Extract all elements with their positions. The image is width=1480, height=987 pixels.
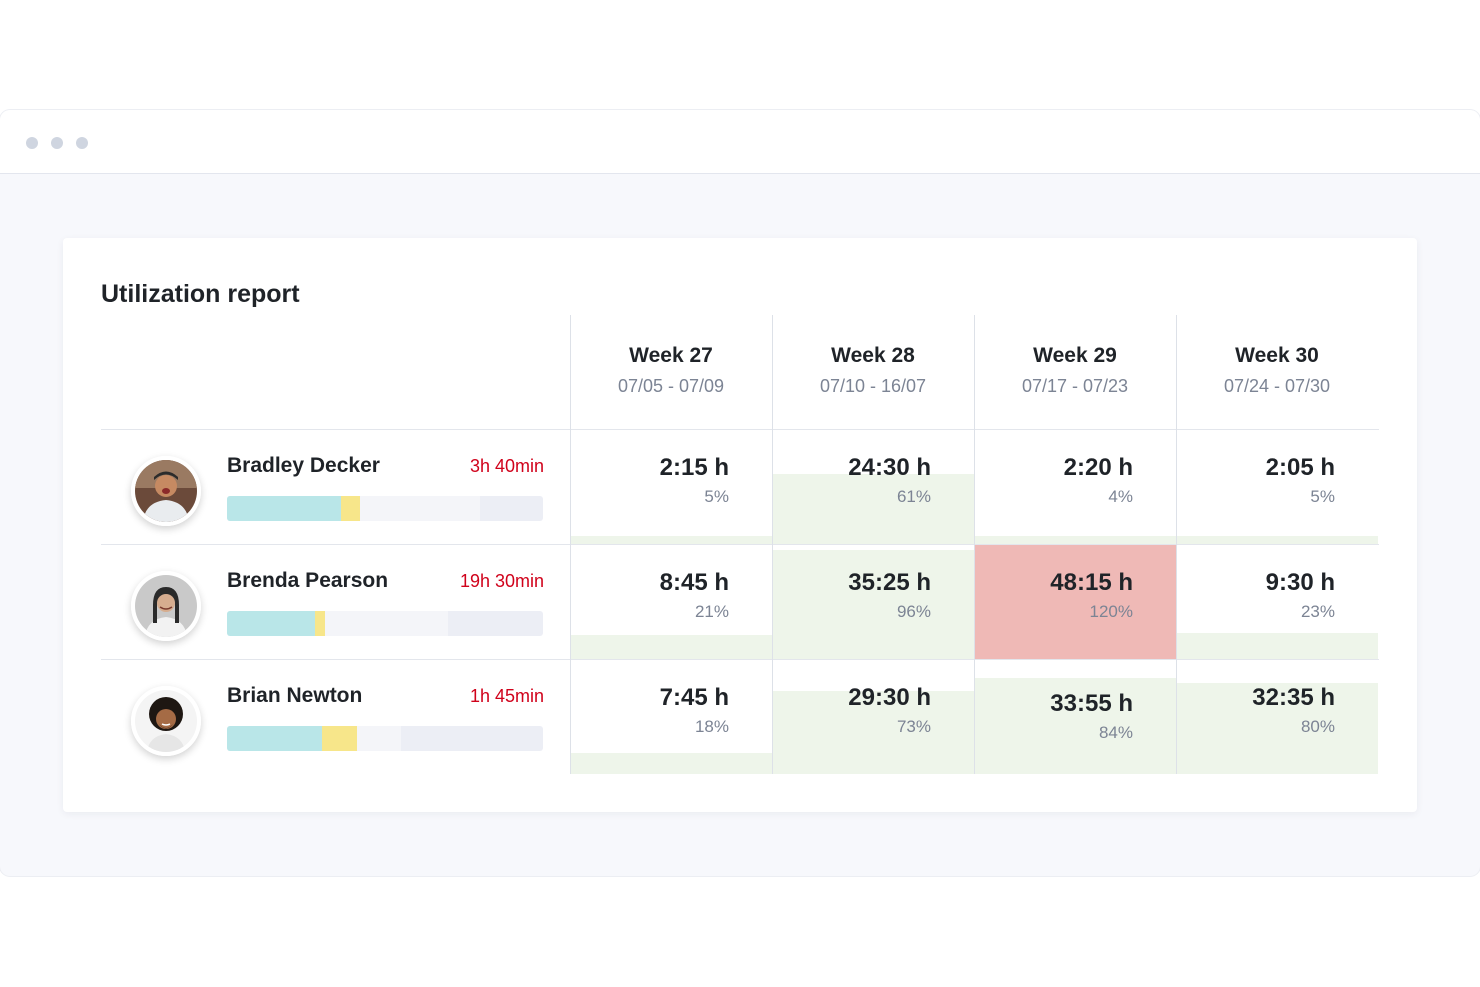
cell-percent: 80%	[1300, 717, 1335, 736]
utilization-fill	[1177, 683, 1378, 774]
cell-hours: 7:45 h	[659, 684, 729, 711]
cell-percent: 96%	[896, 602, 931, 621]
avatar[interactable]	[131, 571, 201, 641]
cell-hours: 35:25 h	[848, 569, 931, 596]
cell-hours: 9:30 h	[1265, 569, 1335, 596]
utilization-fill	[773, 474, 974, 544]
row-divider	[101, 659, 1379, 660]
utilization-cell[interactable]: 24:30 h 61%	[773, 430, 974, 544]
overtime-label: 1h 45min	[469, 686, 544, 706]
utilization-cell[interactable]: 33:55 h 84%	[975, 660, 1176, 774]
person-name: Bradley Decker	[227, 454, 380, 477]
utilization-cell[interactable]: 32:35 h 80%	[1177, 660, 1378, 774]
row-divider	[101, 544, 1379, 545]
person-row[interactable]: Brenda Pearson 19h 30min	[101, 545, 544, 660]
week-range: 07/17 - 07/23	[1021, 376, 1129, 396]
person-name: Brian Newton	[227, 684, 363, 707]
week-header: Week 30 07/24 - 07/30	[1176, 338, 1378, 397]
billable-segment	[227, 726, 322, 751]
window-titlebar	[0, 110, 1480, 174]
utilization-cell[interactable]: 35:25 h 96%	[773, 545, 974, 659]
person-row[interactable]: Brian Newton 1h 45min	[101, 660, 544, 775]
nonbillable-segment	[321, 726, 357, 751]
cell-hours: 32:35 h	[1252, 684, 1335, 711]
time-bar	[227, 496, 543, 521]
week-header: Week 27 07/05 - 07/09	[570, 338, 772, 397]
utilization-cell[interactable]: 9:30 h 23%	[1177, 545, 1378, 659]
utilization-cell[interactable]: 2:15 h 5%	[571, 430, 772, 544]
cell-hours: 29:30 h	[848, 684, 931, 711]
cell-percent: 5%	[1310, 487, 1335, 506]
cell-hours: 33:55 h	[1050, 690, 1133, 717]
overtime-label: 3h 40min	[469, 456, 544, 476]
avatar[interactable]	[131, 686, 201, 756]
cell-percent: 120%	[1089, 602, 1133, 621]
app-window: Utilization report Week 27 07/05 - 07/09…	[0, 110, 1480, 876]
utilization-cell[interactable]: 8:45 h 21%	[571, 545, 772, 659]
column-divider	[1176, 315, 1177, 774]
cell-hours: 8:45 h	[659, 569, 729, 596]
week-range: 07/10 - 16/07	[819, 376, 927, 396]
time-bar	[227, 611, 543, 636]
week-range: 07/24 - 07/30	[1223, 376, 1331, 396]
week-header: Week 28 07/10 - 16/07	[772, 338, 974, 397]
utilization-fill	[1177, 536, 1378, 544]
utilization-report-card: Utilization report Week 27 07/05 - 07/09…	[63, 238, 1417, 812]
cell-percent: 84%	[1098, 723, 1133, 742]
week-name: Week 29	[1033, 344, 1117, 367]
report-title: Utilization report	[101, 280, 300, 308]
week-name: Week 30	[1235, 344, 1319, 367]
cell-percent: 18%	[694, 717, 729, 736]
utilization-cell[interactable]: 2:20 h 4%	[975, 430, 1176, 544]
week-range: 07/05 - 07/09	[617, 376, 725, 396]
billable-segment	[227, 496, 341, 521]
column-divider	[772, 315, 773, 774]
avatar[interactable]	[131, 456, 201, 526]
utilization-fill	[975, 536, 1176, 544]
time-bar	[227, 726, 543, 751]
week-name: Week 27	[629, 344, 713, 367]
overtime-label: 19h 30min	[459, 571, 544, 591]
utilization-fill	[975, 545, 1176, 659]
cell-percent: 23%	[1300, 602, 1335, 621]
avatar-brenda-icon	[135, 575, 197, 637]
cell-percent: 73%	[896, 717, 931, 736]
week-name: Week 28	[831, 344, 915, 367]
utilization-fill	[773, 550, 974, 659]
billable-segment	[227, 611, 316, 636]
utilization-cell[interactable]: 7:45 h 18%	[571, 660, 772, 774]
avatar-brian-icon	[135, 690, 197, 752]
person-name: Brenda Pearson	[227, 569, 389, 592]
utilization-cell[interactable]: 2:05 h 5%	[1177, 430, 1378, 544]
utilization-cell[interactable]: 29:30 h 73%	[773, 660, 974, 774]
cell-percent: 4%	[1108, 487, 1133, 506]
utilization-fill	[773, 691, 974, 774]
column-divider	[974, 315, 975, 774]
utilization-fill	[571, 635, 772, 659]
window-dot-icon	[76, 137, 88, 149]
cell-hours: 2:05 h	[1265, 454, 1335, 481]
cell-percent: 61%	[896, 487, 931, 506]
nonbillable-segment	[315, 611, 325, 636]
utilization-fill	[975, 678, 1176, 774]
utilization-fill	[571, 536, 772, 544]
utilization-fill	[571, 753, 772, 774]
cell-hours: 48:15 h	[1050, 569, 1133, 596]
cell-percent: 5%	[704, 487, 729, 506]
cell-hours: 2:15 h	[659, 454, 729, 481]
window-dot-icon	[26, 137, 38, 149]
window-dot-icon	[51, 137, 63, 149]
column-divider	[570, 315, 571, 774]
avatar-bradley-icon	[135, 460, 197, 522]
utilization-fill	[1177, 633, 1378, 659]
cell-percent: 21%	[694, 602, 729, 621]
cell-hours: 24:30 h	[848, 454, 931, 481]
cell-hours: 2:20 h	[1063, 454, 1133, 481]
header-divider	[101, 429, 1379, 430]
week-header: Week 29 07/17 - 07/23	[974, 338, 1176, 397]
nonbillable-segment	[340, 496, 360, 521]
person-row[interactable]: Bradley Decker 3h 40min	[101, 430, 544, 545]
utilization-cell[interactable]: 48:15 h 120%	[975, 545, 1176, 659]
